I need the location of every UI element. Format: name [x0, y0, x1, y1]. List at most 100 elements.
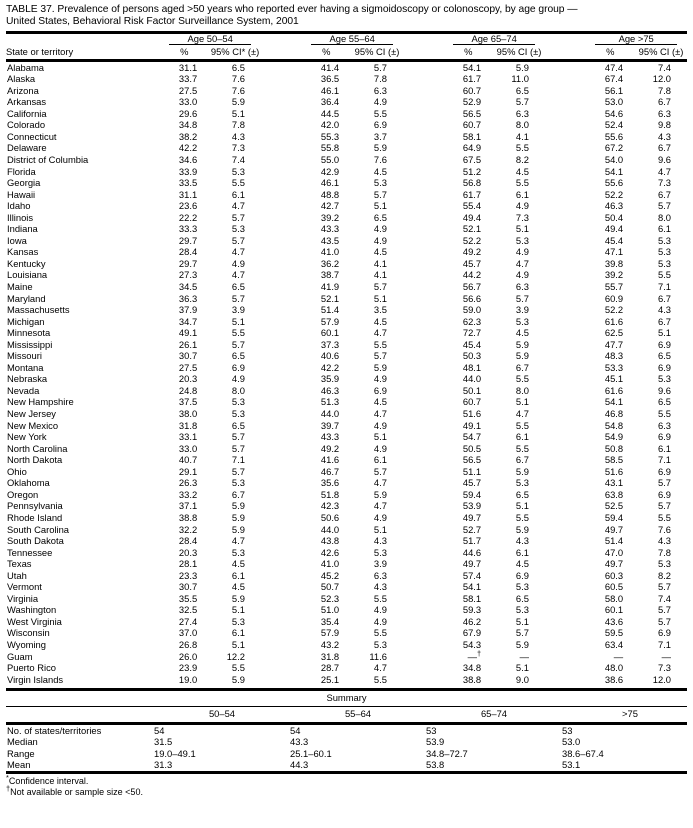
column-gap: [403, 489, 443, 501]
ci-65-74: 4.9: [515, 246, 529, 258]
pct-65-74: 61.7: [462, 73, 482, 85]
summary-row: No. of states/territories 54 54 53 53: [6, 725, 693, 737]
column-gap: [545, 408, 585, 420]
ci-75-plus: 6.3: [657, 419, 671, 431]
header-top-rule: [6, 30, 687, 34]
ci-65-74: 5.5: [515, 511, 529, 523]
ci-75-plus: 5.7: [657, 604, 671, 616]
column-gap: [403, 293, 443, 305]
pct-65-74: 51.2: [462, 165, 482, 177]
column-gap: [261, 200, 301, 212]
pct-50-54: 37.5: [178, 396, 198, 408]
pct-50-54: 33.7: [178, 73, 198, 85]
ci-55-64: 4.9: [373, 419, 387, 431]
footnote-text: Not available or sample size <50.: [10, 786, 143, 797]
age-group-50-54: Age 50–54: [159, 33, 261, 46]
pct-75-plus: 54.1: [604, 396, 624, 408]
ci-50-54: 6.1: [231, 569, 245, 581]
table-row: South Dakota 28.4 4.7 43.8 4.3 51.7 4.3 51.4 4.3: [6, 535, 687, 547]
column-gap: [261, 293, 301, 305]
ci-50-54: 5.7: [231, 338, 245, 350]
ci-75-plus: 5.3: [657, 246, 671, 258]
pct-65-74: 58.1: [462, 592, 482, 604]
column-gap: [545, 223, 585, 235]
pct-65-74: 54.1: [462, 581, 482, 593]
ci-75-plus: 7.1: [657, 638, 671, 650]
ci-55-64: 5.3: [373, 638, 387, 650]
ci-65-74: 6.1: [515, 188, 529, 200]
column-gap: [403, 177, 443, 189]
pct-75-plus: 50.8: [604, 442, 624, 454]
pct-65-74: 49.7: [462, 558, 482, 570]
ci-65-74: 6.1: [515, 431, 529, 443]
column-gap: [545, 524, 585, 536]
ci-50-54: 7.6: [231, 84, 245, 96]
column-gap: [261, 62, 301, 74]
pct-50-54: 27.3: [178, 269, 198, 281]
pct-50-54: 32.2: [178, 523, 198, 535]
ci-55-64: 4.9: [373, 442, 387, 454]
column-gap: [545, 373, 585, 385]
pct-55-64: 38.7: [320, 269, 340, 281]
column-gap: [545, 119, 585, 131]
header-spacer: [6, 34, 159, 46]
state-name: Maryland: [7, 292, 46, 304]
ci-75-plus: 6.5: [657, 396, 671, 408]
pct-55-64: 36.4: [320, 96, 340, 108]
pct-55-64: 44.5: [320, 107, 340, 119]
ci-50-54: 5.7: [231, 211, 245, 223]
table-row: Rhode Island 38.8 5.9 50.6 4.9 49.7 5.5 59.4 5.5: [6, 512, 687, 524]
column-gap: [403, 269, 443, 281]
column-gap: [545, 558, 585, 570]
pct-55-64: 37.3: [320, 338, 340, 350]
table-row: Colorado 34.8 7.8 42.0 6.9 60.7 8.0 52.4 9.8: [6, 119, 687, 131]
state-name: Virginia: [7, 592, 39, 604]
column-gap: [403, 154, 443, 166]
footnotes: *Confidence interval. †Not available or s…: [6, 774, 687, 797]
ci-65-74: 5.1: [515, 396, 529, 408]
ci-75-plus: 7.1: [657, 454, 671, 466]
column-gap: [403, 235, 443, 247]
pct-75-plus: 60.3: [604, 569, 624, 581]
pct-55-64: 55.8: [320, 142, 340, 154]
table-row: West Virginia 27.4 5.3 35.4 4.9 46.2 5.1 43.6 5.…: [6, 616, 687, 628]
ci-55-64: 5.1: [373, 200, 387, 212]
summary-value-55-64: 44.3: [290, 759, 309, 771]
column-gap: [403, 396, 443, 408]
summary-value-75-plus: 53: [562, 724, 573, 736]
ci-65-74: 5.5: [515, 142, 529, 154]
state-name: Rhode Island: [7, 511, 63, 523]
pct-65-74: 56.5: [462, 107, 482, 119]
column-gap: [403, 362, 443, 374]
column-gap: [403, 500, 443, 512]
summary-value-65-74: 53.8: [426, 759, 445, 771]
ci-75-plus: 8.2: [657, 569, 671, 581]
pct-55-64: 36.5: [320, 73, 340, 85]
column-gap: [403, 581, 443, 593]
ci-65-74: 5.9: [515, 61, 529, 73]
pct-50-54: 20.3: [178, 373, 198, 385]
table-row: Georgia 33.5 5.5 46.1 5.3 56.8 5.5 55.6 7.3: [6, 177, 687, 189]
pct-50-54: 33.0: [178, 442, 198, 454]
pct-55-64: 46.1: [320, 84, 340, 96]
pct-65-74: 59.3: [462, 604, 482, 616]
ci-50-54: 6.5: [231, 281, 245, 293]
page-title-line1: TABLE 37. Prevalence of persons aged >50…: [6, 4, 578, 15]
ci-65-74: 3.9: [515, 304, 529, 316]
pct-55-64: 42.9: [320, 165, 340, 177]
pct-55-64: 55.3: [320, 130, 340, 142]
pct-75-plus: 43.6: [604, 615, 624, 627]
pct-50-54: 33.2: [178, 488, 198, 500]
gap-5: [403, 46, 443, 58]
table-row: Florida 33.9 5.3 42.9 4.5 51.2 4.5 54.1 4.7: [6, 166, 687, 178]
pct-50-54: 30.7: [178, 350, 198, 362]
ci-55-64: 5.7: [373, 465, 387, 477]
column-gap: [545, 593, 585, 605]
pct-65-74: 56.7: [462, 281, 482, 293]
summary-row: Median 31.5 43.3 53.9 53.0: [6, 736, 693, 748]
column-gap: [261, 396, 301, 408]
ci-50-54: 5.3: [231, 477, 245, 489]
pct-65-74: 56.8: [462, 177, 482, 189]
ci-65-74: 9.0: [515, 673, 529, 685]
ci-50-54: 4.7: [231, 535, 245, 547]
